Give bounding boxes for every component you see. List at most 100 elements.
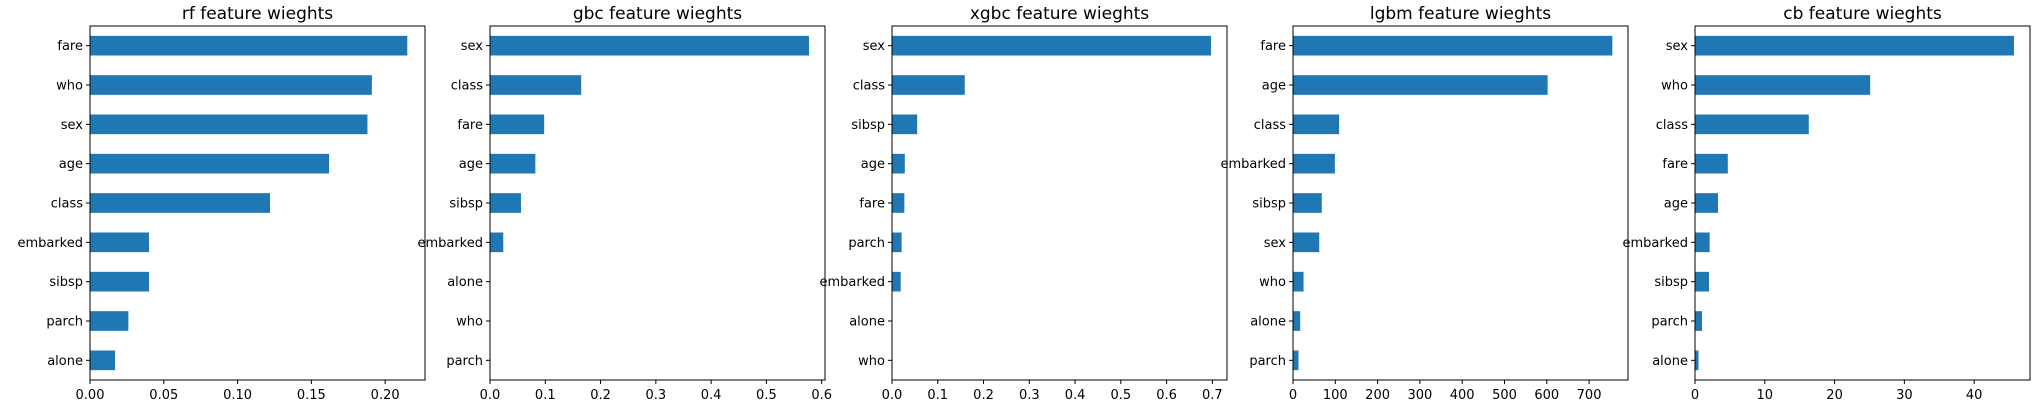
y-tick-label: embarked [819, 275, 885, 290]
bar-class [490, 75, 582, 95]
y-tick-label: age [1664, 197, 1688, 212]
bar-class [1695, 114, 1809, 135]
y-tick-label: embarked [17, 236, 83, 251]
bar-parch [1293, 350, 1299, 371]
x-tick-label: 0.6 [811, 388, 832, 403]
y-tick-label: sibsp [449, 197, 483, 212]
bar-age [1695, 193, 1719, 213]
y-tick-label: sex [61, 118, 84, 133]
bar-sex [892, 35, 1211, 56]
y-tick-label: embarked [1622, 236, 1688, 251]
x-tick-label: 0.0 [480, 388, 501, 403]
bar-sibsp [1695, 271, 1709, 292]
bar-who [1293, 271, 1304, 292]
chart-title: lgbm feature wieghts [1370, 4, 1551, 24]
y-tick-label: alone [849, 315, 885, 330]
y-tick-label: age [1262, 79, 1286, 94]
x-tick-label: 10 [1757, 388, 1774, 403]
y-tick-label: embarked [417, 236, 483, 251]
y-tick-label: who [858, 354, 885, 369]
y-tick-label: class [51, 197, 83, 212]
x-tick-label: 20 [1826, 388, 1843, 403]
y-tick-label: fare [1260, 39, 1286, 54]
x-tick-label: 0.7 [1202, 388, 1223, 403]
y-tick-label: fare [1662, 157, 1688, 172]
axes-frame [89, 25, 426, 381]
y-tick-label: parch [1651, 315, 1688, 330]
bar-who [1695, 75, 1871, 95]
bar-sex [1293, 232, 1320, 253]
y-tick-label: who [56, 79, 83, 94]
y-tick-label: sex [1264, 236, 1287, 251]
x-tick-label: 0.5 [756, 388, 777, 403]
bar-alone [1293, 311, 1301, 331]
y-tick-label: alone [447, 275, 483, 290]
x-tick-label: 40 [1966, 388, 1983, 403]
y-tick-label: class [451, 79, 483, 94]
y-tick-label: alone [47, 354, 83, 369]
x-tick-label: 0.00 [76, 388, 105, 403]
y-tick-label: parch [1249, 354, 1286, 369]
y-tick-label: sibsp [49, 275, 83, 290]
chart-title: xgbc feature wieghts [970, 4, 1149, 24]
x-tick-label: 600 [1534, 388, 1559, 403]
bar-class [90, 193, 271, 213]
y-tick-label: class [1656, 118, 1688, 133]
y-tick-label: sibsp [1654, 275, 1688, 290]
chart-panel-4: cb feature wieghts sex who class fare age emba… [1622, 4, 2031, 403]
bar-alone [1695, 350, 1699, 371]
y-tick-label: sibsp [1252, 197, 1286, 212]
bar-sex [1695, 35, 2014, 56]
x-tick-label: 100 [1323, 388, 1348, 403]
bar-fare [1695, 153, 1728, 174]
y-tick-label: class [1254, 118, 1286, 133]
y-tick-label: sex [1666, 39, 1689, 54]
y-tick-label: sex [863, 39, 886, 54]
axes-frame [1292, 25, 1629, 381]
y-tick-label: parch [46, 315, 83, 330]
y-tick-label: who [1661, 79, 1688, 94]
bar-age [892, 153, 905, 174]
chart-panel-3: lgbm feature wieghts fare age class embarked… [1220, 4, 1629, 403]
x-tick-label: 200 [1365, 388, 1390, 403]
x-tick-label: 0.1 [927, 388, 948, 403]
bar-alone [90, 350, 116, 371]
x-tick-label: 0.3 [645, 388, 666, 403]
x-tick-label: 30 [1896, 388, 1913, 403]
y-tick-label: class [853, 79, 885, 94]
bar-embarked [1695, 232, 1710, 253]
bar-age [490, 153, 536, 174]
chart-title: rf feature wieghts [182, 4, 333, 24]
bar-class [1293, 114, 1340, 135]
y-tick-label: parch [446, 354, 483, 369]
y-tick-label: age [861, 157, 885, 172]
bar-embarked [892, 271, 901, 292]
x-tick-label: 0.2 [973, 388, 994, 403]
x-tick-label: 0.4 [701, 388, 722, 403]
y-tick-label: parch [848, 236, 885, 251]
y-tick-label: fare [859, 197, 885, 212]
chart-panel-1: gbc feature wieghts sex class fare age sibsp e… [417, 4, 832, 403]
x-tick-label: 0.20 [371, 388, 400, 403]
y-tick-label: fare [457, 118, 483, 133]
bar-sibsp [90, 271, 150, 292]
bar-embarked [90, 232, 150, 253]
axes-frame [891, 25, 1228, 381]
bar-age [90, 153, 330, 174]
axes-frame [1694, 25, 2031, 381]
x-tick-label: 0.0 [882, 388, 903, 403]
bar-sibsp [892, 114, 918, 135]
bar-sibsp [490, 193, 521, 213]
y-tick-label: fare [57, 39, 83, 54]
x-tick-label: 0 [1289, 388, 1297, 403]
bar-fare [1293, 35, 1613, 56]
bar-sex [490, 35, 809, 56]
y-tick-label: who [1259, 275, 1286, 290]
chart-title: gbc feature wieghts [573, 4, 742, 24]
x-tick-label: 300 [1407, 388, 1432, 403]
x-tick-label: 0 [1691, 388, 1699, 403]
x-tick-label: 700 [1577, 388, 1602, 403]
x-tick-label: 400 [1450, 388, 1475, 403]
